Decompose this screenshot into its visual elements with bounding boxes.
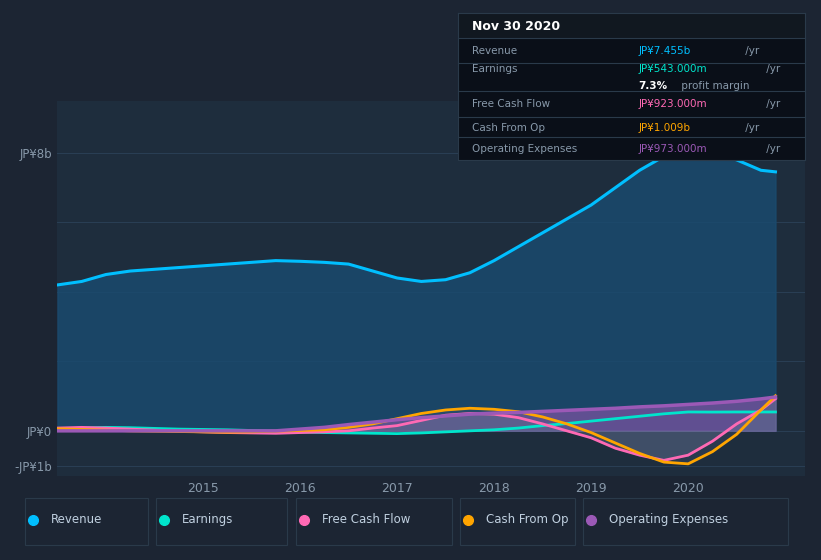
Text: JP¥7.455b: JP¥7.455b xyxy=(638,46,690,56)
Text: Earnings: Earnings xyxy=(472,64,517,74)
Text: JP¥543.000m: JP¥543.000m xyxy=(638,64,707,74)
Text: Revenue: Revenue xyxy=(472,46,517,56)
Text: Earnings: Earnings xyxy=(182,514,234,526)
Text: Cash From Op: Cash From Op xyxy=(486,514,568,526)
Text: Operating Expenses: Operating Expenses xyxy=(472,143,577,153)
Text: Revenue: Revenue xyxy=(51,514,103,526)
Text: Operating Expenses: Operating Expenses xyxy=(609,514,728,526)
Text: Cash From Op: Cash From Op xyxy=(472,123,545,133)
Text: /yr: /yr xyxy=(742,123,759,133)
Text: JP¥1.009b: JP¥1.009b xyxy=(638,123,690,133)
Text: Nov 30 2020: Nov 30 2020 xyxy=(472,20,560,32)
Text: profit margin: profit margin xyxy=(678,81,750,91)
FancyBboxPatch shape xyxy=(458,13,805,38)
Text: Free Cash Flow: Free Cash Flow xyxy=(322,514,410,526)
Text: 7.3%: 7.3% xyxy=(638,81,667,91)
Text: /yr: /yr xyxy=(742,46,759,56)
Text: Free Cash Flow: Free Cash Flow xyxy=(472,99,550,109)
Text: JP¥973.000m: JP¥973.000m xyxy=(638,143,707,153)
Text: JP¥923.000m: JP¥923.000m xyxy=(638,99,707,109)
Text: /yr: /yr xyxy=(763,143,780,153)
Text: /yr: /yr xyxy=(763,99,780,109)
Text: /yr: /yr xyxy=(763,64,780,74)
